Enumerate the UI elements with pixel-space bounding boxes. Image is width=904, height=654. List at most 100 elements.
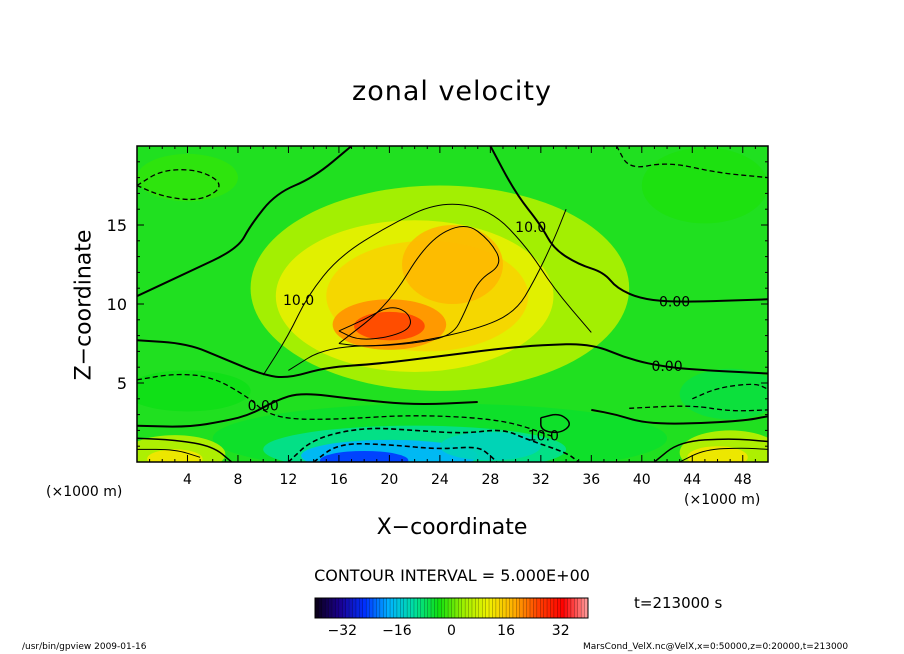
colorbar-cell bbox=[376, 598, 381, 618]
x-tick-label-7: 32 bbox=[532, 472, 550, 488]
colorbar-cell bbox=[557, 598, 561, 618]
contour-line-2 bbox=[137, 339, 768, 379]
colorbar-cell bbox=[495, 598, 500, 618]
colorbar-cell bbox=[509, 598, 514, 618]
footer-left: /usr/bin/gpview 2009-01-16 bbox=[22, 642, 147, 652]
field-blob-10 bbox=[439, 431, 541, 461]
contour-line-13 bbox=[616, 146, 768, 179]
colorbar-cell bbox=[574, 598, 579, 618]
field-blob-14 bbox=[147, 449, 203, 462]
colorbar-cell bbox=[471, 598, 476, 618]
colorbar-cell bbox=[567, 598, 572, 618]
colorbar-cell bbox=[400, 598, 405, 618]
contour-line-17 bbox=[653, 438, 768, 462]
contour-label-3: 0.00 bbox=[651, 359, 682, 375]
field-blob-18 bbox=[137, 153, 238, 202]
chart-title: zonal velocity bbox=[352, 76, 552, 107]
colorbar-cell bbox=[407, 598, 411, 618]
colorbar-cell bbox=[478, 598, 483, 618]
contour-line-1 bbox=[489, 146, 768, 303]
colorbar-cell bbox=[523, 598, 527, 618]
x-tick-label-0: 4 bbox=[183, 472, 192, 488]
contour-line-6 bbox=[338, 226, 500, 347]
colorbar-cell bbox=[441, 598, 445, 618]
colorbar-cell bbox=[570, 598, 575, 618]
field-blob-17 bbox=[641, 147, 768, 224]
colorbar-cell bbox=[315, 598, 319, 618]
colorbar-cell bbox=[526, 598, 531, 618]
colorbar-cell bbox=[373, 598, 377, 618]
contour-label-1: 10.0 bbox=[515, 220, 546, 236]
colorbar-cell bbox=[335, 598, 340, 618]
colorbar-cell bbox=[454, 598, 459, 618]
colorbar-cell bbox=[584, 598, 589, 618]
colorbar-cell bbox=[345, 598, 350, 618]
colorbar-cell bbox=[410, 598, 415, 618]
contour-line-14 bbox=[692, 383, 768, 400]
contour-line-0 bbox=[137, 146, 353, 298]
colorbar-cell bbox=[366, 598, 370, 618]
colorbar-cell bbox=[553, 598, 558, 618]
colorbar-frame bbox=[314, 597, 589, 619]
colorbar-cell bbox=[325, 598, 329, 618]
colorbar-cell bbox=[396, 598, 401, 618]
colorbar-cell bbox=[547, 598, 551, 618]
contour-line-9 bbox=[137, 373, 554, 438]
contour-line-5 bbox=[262, 203, 592, 376]
colorbar-cell bbox=[437, 598, 442, 618]
colorbar-cell bbox=[482, 598, 486, 618]
colorbar-cell bbox=[338, 598, 343, 618]
colorbar-cell bbox=[386, 598, 391, 618]
contour-line-10 bbox=[287, 427, 580, 462]
x-tick-label-3: 16 bbox=[330, 472, 348, 488]
colorbar-cell bbox=[318, 598, 323, 618]
contour-interval-label: CONTOUR INTERVAL = 5.000E+00 bbox=[314, 566, 590, 585]
colorbar-tick-label-3: 16 bbox=[497, 623, 515, 639]
colorbar-cell bbox=[417, 598, 422, 618]
contour-line-15 bbox=[629, 405, 768, 412]
x-tick-label-5: 24 bbox=[431, 472, 449, 488]
x-tick-label-9: 40 bbox=[633, 472, 651, 488]
x-tick-label-6: 28 bbox=[481, 472, 499, 488]
colorbar-cell bbox=[461, 598, 466, 618]
colorbar-cell bbox=[321, 598, 326, 618]
colorbar-cell bbox=[519, 598, 524, 618]
field-blob-5 bbox=[354, 311, 425, 341]
contour-line-16 bbox=[137, 437, 233, 462]
y-tick-label-0: 5 bbox=[117, 374, 127, 393]
x-tick-label-10: 44 bbox=[683, 472, 701, 488]
colorbar-cell bbox=[465, 598, 469, 618]
colorbar-cell bbox=[485, 598, 490, 618]
colorbar-cell bbox=[444, 598, 449, 618]
colorbar-cell bbox=[512, 598, 517, 618]
colorbar-cell bbox=[431, 598, 435, 618]
colorbar-cell bbox=[413, 598, 418, 618]
colorbar-cell bbox=[352, 598, 357, 618]
colorbar-cell bbox=[420, 598, 425, 618]
colorbar-cell bbox=[516, 598, 521, 618]
colorbar-cell bbox=[349, 598, 353, 618]
colorbar-cell bbox=[540, 598, 544, 618]
contour-line-19 bbox=[679, 447, 768, 462]
colorbar-tick-label-1: −16 bbox=[382, 623, 412, 639]
field-blob-11 bbox=[679, 368, 768, 420]
contour-line-7 bbox=[338, 307, 411, 340]
colorbar-cell bbox=[536, 598, 541, 618]
time-label: t=213000 s bbox=[634, 594, 723, 612]
contour-line-3 bbox=[137, 393, 478, 428]
x-unit-left: (×1000 m) bbox=[46, 484, 123, 500]
contour-labels: 10.0 10.0 0.00 0.00 0.00 10.0 bbox=[248, 220, 691, 445]
x-axis-label: X−coordinate bbox=[376, 515, 528, 540]
colorbar-cell bbox=[359, 598, 364, 618]
field-blob-12 bbox=[137, 370, 251, 412]
y-tick-label-2: 15 bbox=[107, 216, 127, 235]
colorbar-cell bbox=[550, 598, 555, 618]
colorbar-cell bbox=[379, 598, 384, 618]
colorbar-cell bbox=[468, 598, 473, 618]
contour-label-4: 0.00 bbox=[248, 399, 279, 415]
contour-line-12 bbox=[137, 169, 220, 201]
colorbar-cell bbox=[448, 598, 452, 618]
contour-label-5: 10.0 bbox=[528, 429, 559, 445]
